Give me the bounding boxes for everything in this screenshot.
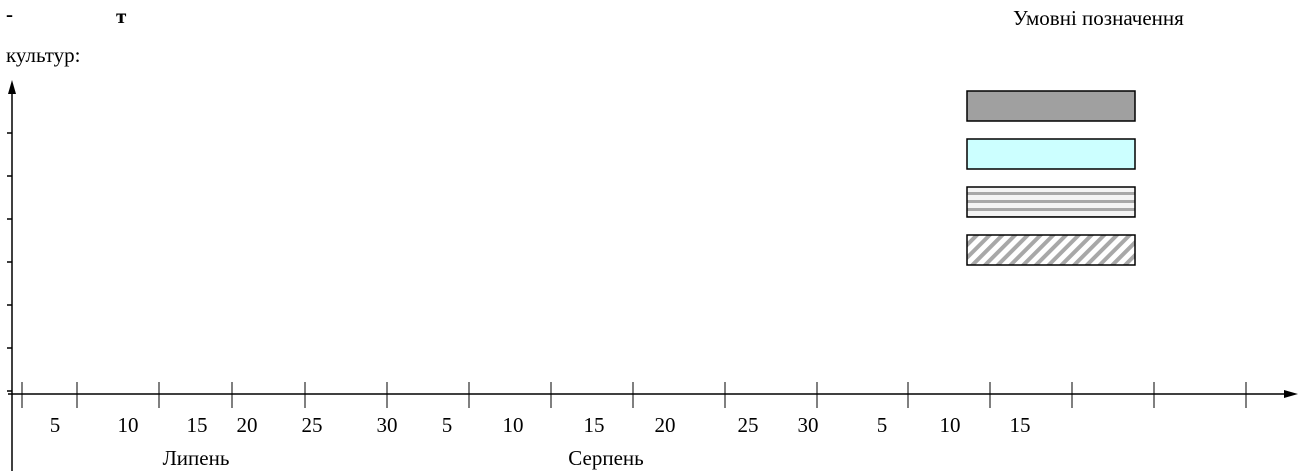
x-tick-label: 10 — [503, 413, 524, 437]
month-label: Серпень — [568, 446, 643, 470]
axes — [8, 80, 1298, 471]
x-tick-label: 25 — [302, 413, 323, 437]
legend — [966, 90, 1136, 266]
x-tick-label: 20 — [237, 413, 258, 437]
x-tick-label: 10 — [118, 413, 139, 437]
x-axis-arrowhead — [1284, 390, 1298, 398]
x-tick-label: 30 — [377, 413, 398, 437]
chart-subtitle: культур: — [6, 43, 81, 67]
month-label: Липень — [163, 446, 230, 470]
x-tick-label: 5 — [877, 413, 888, 437]
x-tick-label: 10 — [940, 413, 961, 437]
legend-title: Умовні позначення — [1013, 6, 1184, 30]
x-tick-label: 5 — [442, 413, 453, 437]
x-tick-label: 25 — [738, 413, 759, 437]
x-tick-label: 20 — [655, 413, 676, 437]
x-tick-label: 15 — [187, 413, 208, 437]
x-tick-label: 15 — [584, 413, 605, 437]
x-tick-label: 30 — [798, 413, 819, 437]
legend-swatch — [966, 138, 1136, 170]
y-axis-arrowhead — [8, 80, 16, 94]
heading-letter: т — [116, 4, 127, 28]
legend-swatch — [966, 186, 1136, 218]
legend-swatch — [966, 90, 1136, 122]
x-tick-label: 15 — [1010, 413, 1031, 437]
heading-dash: - — [6, 2, 13, 26]
x-tick-label: 5 — [50, 413, 61, 437]
legend-swatch — [966, 234, 1136, 266]
